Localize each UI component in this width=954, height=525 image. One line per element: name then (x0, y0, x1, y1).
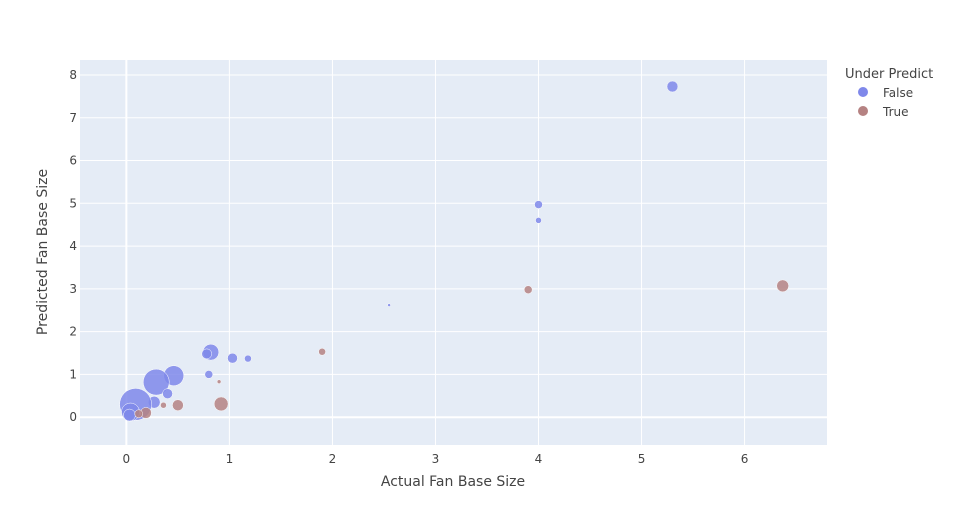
data-point-true[interactable] (134, 409, 143, 419)
legend-title: Under Predict (845, 67, 933, 82)
legend-item-false[interactable]: False (858, 86, 913, 100)
data-point-true[interactable] (172, 399, 184, 411)
y-tick-label: 0 (69, 410, 77, 424)
data-point-true[interactable] (523, 285, 533, 294)
data-point-false[interactable] (534, 200, 543, 209)
x-tick-label: 5 (638, 452, 646, 466)
x-tick-label: 1 (226, 452, 234, 466)
data-point-false[interactable] (204, 370, 214, 379)
y-tick-label: 5 (69, 196, 77, 210)
data-point-true[interactable] (318, 347, 326, 356)
x-tick-label: 2 (329, 452, 337, 466)
legend-label-false: False (883, 86, 913, 100)
x-tick-label: 0 (123, 452, 131, 466)
y-tick-label: 8 (69, 68, 77, 82)
data-point-false[interactable] (142, 368, 170, 396)
y-tick-label: 3 (69, 282, 77, 296)
y-tick-label: 7 (69, 111, 77, 125)
data-point-false[interactable] (535, 217, 542, 224)
x-axis-title: Actual Fan Base Size (381, 474, 525, 490)
x-tick-label: 3 (432, 452, 440, 466)
data-point-false[interactable] (123, 408, 136, 422)
y-tick-label: 6 (69, 154, 77, 168)
data-point-true[interactable] (216, 379, 222, 384)
x-tick-label: 4 (535, 452, 543, 466)
y-tick-labels: 0 1 2 3 4 5 6 7 8 (69, 68, 77, 424)
x-tick-label: 6 (741, 452, 749, 466)
legend-marker-false (858, 87, 868, 97)
grid-lines (80, 60, 827, 445)
data-point-false[interactable] (201, 348, 212, 360)
x-tick-labels: 0 1 2 3 4 5 6 (123, 452, 749, 466)
legend[interactable]: Under Predict False True (845, 67, 933, 119)
y-axis-title: Predicted Fan Base Size (35, 169, 51, 335)
data-point-true[interactable] (160, 401, 167, 409)
data-point-true[interactable] (776, 279, 789, 293)
data-points[interactable] (119, 80, 789, 422)
data-point-false[interactable] (387, 303, 391, 307)
data-point-false[interactable] (162, 388, 173, 399)
data-point-false[interactable] (666, 80, 679, 93)
y-tick-label: 1 (69, 367, 77, 381)
y-tick-label: 4 (69, 239, 77, 253)
data-point-false[interactable] (244, 354, 252, 363)
legend-item-true[interactable]: True (858, 105, 909, 119)
legend-marker-true (858, 106, 868, 116)
y-tick-label: 2 (69, 325, 77, 339)
plot-background (80, 60, 827, 445)
data-point-false[interactable] (227, 352, 238, 364)
legend-label-true: True (882, 105, 909, 119)
data-point-true[interactable] (213, 396, 229, 412)
